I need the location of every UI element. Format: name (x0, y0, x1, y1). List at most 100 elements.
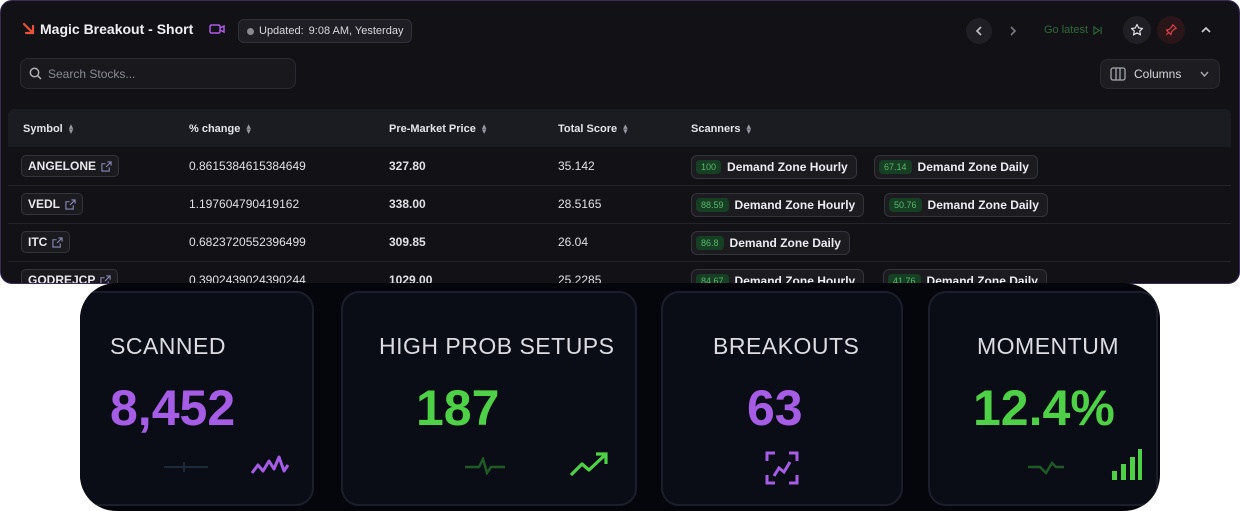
scanner-score: 67.14 (879, 160, 912, 174)
pulse-icon (465, 457, 505, 475)
change-value: 0.6823720552396499 (189, 235, 306, 249)
stat-value: 8,452 (110, 380, 236, 436)
updated-label: Updated: (259, 25, 304, 37)
symbol-link[interactable]: ITC (21, 231, 71, 253)
favorite-button[interactable] (1123, 16, 1151, 44)
pulse-icon (1028, 460, 1064, 476)
columns-icon (1110, 67, 1126, 81)
search-box[interactable] (20, 58, 296, 89)
stat-card-breakouts: BREAKOUTS 63 (661, 291, 903, 506)
updated-badge: Updated: 9:08 AM, Yesterday (238, 19, 413, 43)
sort-icon: ▴ ▾ (746, 121, 752, 136)
scanner-score: 41.76 (888, 274, 921, 283)
pin-button[interactable] (1157, 16, 1185, 44)
scanner-score: 50.76 (889, 198, 922, 212)
symbol-link[interactable]: VEDL (21, 193, 84, 215)
stat-label: HIGH PROB SETUPS (379, 333, 615, 359)
columns-button[interactable]: Columns (1100, 59, 1220, 89)
scanner-chip[interactable]: 88.59 Demand Zone Hourly (691, 193, 865, 217)
page-title: Magic Breakout - Short (40, 21, 194, 37)
trending-up-icon (569, 452, 608, 477)
scanner-name: Demand Zone Daily (917, 160, 1029, 174)
change-value: 1.197604790419162 (189, 197, 300, 211)
total-score-value: 26.04 (558, 235, 589, 249)
symbol-link[interactable]: ANGELONE (21, 155, 120, 177)
scanner-chip[interactable]: 67.14 Demand Zone Daily (874, 155, 1038, 179)
collapse-button[interactable] (1192, 16, 1220, 44)
price-value: 338.00 (389, 197, 426, 211)
scanner-score: 88.59 (696, 198, 729, 212)
external-link-icon (101, 160, 112, 172)
scanner-chip[interactable]: 100 Demand Zone Hourly (691, 155, 857, 179)
stat-label: BREAKOUTS (713, 333, 860, 359)
scanner-chip[interactable]: 84.67 Demand Zone Hourly (691, 269, 865, 284)
table-row[interactable]: ANGELONE 0.8615384615384649 327.80 35.14… (8, 147, 1231, 186)
search-icon (29, 67, 42, 80)
stat-value: 63 (747, 380, 803, 436)
sort-icon: ▴ ▾ (623, 121, 628, 136)
scanner-name: Demand Zone Hourly (734, 198, 856, 212)
scanner-score: 84.67 (696, 274, 729, 283)
external-link-icon (52, 236, 63, 248)
arrow-down-right-icon (22, 22, 35, 35)
total-score-value: 25.2285 (558, 273, 602, 284)
search-input[interactable] (48, 59, 288, 88)
column-header-price[interactable]: Pre-Market Price ▴ ▾ (389, 121, 487, 136)
stat-card-scanned: SCANNED 8,452 (80, 291, 314, 506)
change-value: 0.3902439024390244 (189, 273, 306, 284)
price-value: 327.80 (389, 159, 426, 173)
video-icon[interactable] (209, 22, 225, 36)
pin-icon (1165, 24, 1177, 36)
column-header-total-score[interactable]: Total Score ▴ ▾ (558, 121, 628, 136)
column-header-change[interactable]: % change ▴ ▾ (189, 121, 251, 136)
bar-signal-icon (1112, 449, 1142, 480)
sort-icon: ▴ ▾ (246, 121, 251, 136)
scanner-name: Demand Zone Daily (729, 236, 841, 250)
table-row[interactable]: ITC 0.6823720552396499 309.85 26.04 86.8… (8, 223, 1231, 262)
total-score-value: 28.5165 (558, 197, 602, 211)
go-latest-label: Go latest (1044, 24, 1089, 36)
table-row[interactable]: GODREJCP 0.3902439024390244 1029.00 25.2… (8, 261, 1231, 284)
stats-strip: SCANNED 8,452 HIGH PROB SETUPS 187 BREAK… (80, 283, 1160, 511)
star-icon (1130, 23, 1144, 36)
total-score-value: 35.142 (558, 159, 595, 173)
scanner-chip[interactable]: 41.76 Demand Zone Daily (883, 269, 1047, 284)
change-value: 0.8615384615384649 (189, 159, 306, 173)
previous-button[interactable] (966, 18, 992, 44)
scanner-name: Demand Zone Hourly (727, 160, 848, 174)
stat-card-momentum: MOMENTUM 12.4% (928, 291, 1158, 506)
table-header: Symbol ▴ ▾ % change ▴ ▾ Pre-Market Price ▴ ▾ T… (8, 109, 1231, 147)
table-row[interactable]: VEDL 1.197604790419162 338.00 28.5165 88… (8, 185, 1231, 224)
scanner-name: Demand Zone Hourly (734, 274, 856, 284)
chevron-right-icon (1010, 26, 1017, 36)
scanner-chip[interactable]: 50.76 Demand Zone Daily (884, 193, 1048, 217)
scanner-name: Demand Zone Daily (926, 274, 1038, 284)
scanner-name: Demand Zone Daily (927, 198, 1039, 212)
external-link-icon (100, 274, 111, 283)
stat-value: 12.4% (973, 380, 1115, 436)
wave-icon (250, 455, 290, 474)
chevron-down-icon (1200, 71, 1209, 77)
scanner-chip[interactable]: 86.8 Demand Zone Daily (691, 231, 850, 255)
sort-icon: ▴ ▾ (68, 121, 74, 136)
next-button[interactable] (1000, 18, 1026, 44)
stat-label: SCANNED (110, 333, 226, 359)
external-link-icon (65, 198, 76, 210)
skip-forward-icon (1093, 25, 1102, 35)
scanner-score: 86.8 (696, 236, 724, 250)
sort-icon: ▴ ▾ (481, 121, 487, 136)
panel-header: Magic Breakout - Short Updated: 9:08 AM,… (1, 1, 1239, 57)
chevron-up-icon (1201, 26, 1211, 33)
symbol-link[interactable]: GODREJCP (21, 269, 119, 283)
column-header-scanners[interactable]: Scanners ▴ ▾ (691, 121, 752, 136)
updated-time: 9:08 AM, Yesterday (308, 25, 404, 37)
column-header-symbol[interactable]: Symbol ▴ ▾ (23, 121, 74, 136)
status-dot (247, 27, 254, 35)
chevron-left-icon (975, 26, 982, 36)
columns-label: Columns (1134, 67, 1182, 81)
stat-value: 187 (416, 380, 500, 436)
divider-icon (164, 462, 208, 472)
go-latest-button[interactable]: Go latest (1044, 24, 1102, 36)
price-value: 309.85 (389, 235, 426, 249)
scan-breakout-icon (765, 451, 799, 485)
